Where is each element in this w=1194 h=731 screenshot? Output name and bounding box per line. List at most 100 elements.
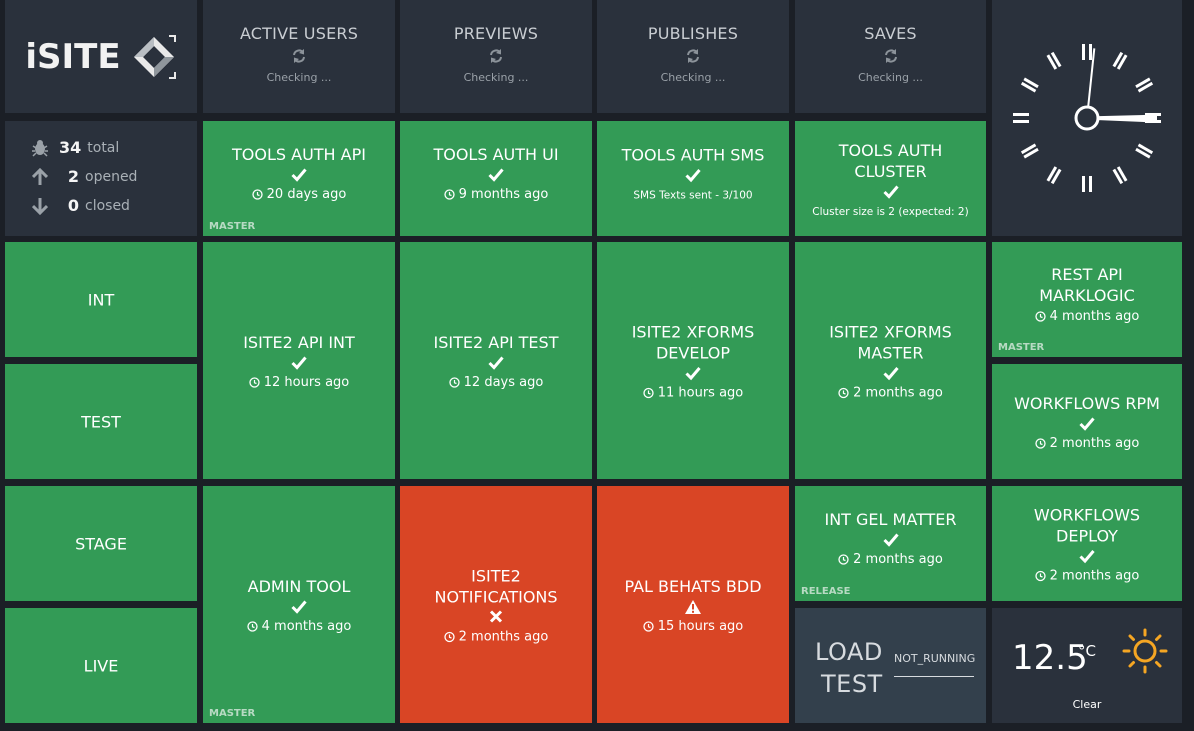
tile-title: REST API MARKLOGIC bbox=[1039, 264, 1135, 305]
stat-status: Checking ... bbox=[463, 71, 529, 84]
issues-opened-count: 2 bbox=[67, 167, 79, 186]
branch-label: MASTER bbox=[209, 708, 256, 719]
tile-isite2-api-int[interactable]: ISITE2 API INT 12 hours ago bbox=[203, 242, 395, 479]
clock-small-icon bbox=[1035, 437, 1046, 449]
branch-label: RELEASE bbox=[801, 586, 851, 597]
issues-closed-count: 0 bbox=[67, 196, 79, 215]
tile-isite2-xforms-develop[interactable]: ISITE2 XFORMS DEVELOP 11 hours ago bbox=[597, 242, 789, 479]
isite-diamond-logo-icon bbox=[133, 34, 176, 79]
tile-isite2-api-test[interactable]: ISITE2 API TEST 12 days ago bbox=[400, 242, 592, 479]
clock-tick bbox=[1020, 81, 1037, 93]
tile-title: ISITE2 XFORMS DEVELOP bbox=[631, 322, 755, 362]
stat-status: Checking ... bbox=[660, 71, 726, 84]
tile-title: ISITE2 NOTIFICATIONS bbox=[434, 566, 558, 606]
clock-tick bbox=[1050, 168, 1062, 185]
tile-tools-auth-api[interactable]: TOOLS AUTH API 20 days ago MASTER bbox=[203, 121, 395, 236]
divider bbox=[894, 676, 974, 677]
clock-center bbox=[1074, 105, 1100, 131]
weather-description: Clear bbox=[1072, 698, 1102, 711]
env-label: TEST bbox=[81, 412, 121, 431]
tile-isite2-notifications[interactable]: ISITE2 NOTIFICATIONS 2 months ago bbox=[400, 486, 592, 723]
stat-publishes: PUBLISHES Checking ... bbox=[597, 0, 789, 113]
clock-tick bbox=[1137, 81, 1154, 93]
stat-title: ACTIVE USERS bbox=[239, 24, 359, 43]
clock-tick bbox=[1046, 54, 1058, 70]
tile-tools-auth-sms[interactable]: TOOLS AUTH SMS SMS Texts sent - 3/100 bbox=[597, 121, 789, 236]
load-test-tile[interactable]: LOAD TEST NOT_RUNNING bbox=[795, 608, 986, 723]
load-test-title: LOAD TEST bbox=[815, 636, 883, 700]
stat-previews: PREVIEWS Checking ... bbox=[400, 0, 592, 113]
check-icon bbox=[882, 366, 899, 380]
tile-workflows-deploy[interactable]: WORKFLOWS DEPLOY 2 months ago bbox=[992, 486, 1182, 601]
tile-title: ISITE2 XFORMS MASTER bbox=[829, 322, 952, 362]
clock-tick bbox=[1116, 166, 1128, 182]
branch-label: MASTER bbox=[998, 342, 1045, 353]
issues-opened-row: 2 opened bbox=[29, 167, 137, 186]
clock-minute-hand bbox=[1087, 48, 1096, 107]
check-icon bbox=[685, 168, 701, 182]
tile-time: 4 months ago bbox=[1049, 308, 1140, 324]
env-live[interactable]: LIVE bbox=[5, 608, 197, 723]
bug-icon bbox=[32, 139, 48, 157]
clock-small-icon bbox=[252, 188, 263, 200]
tile-tools-auth-cluster[interactable]: TOOLS AUTH CLUSTER Cluster size is 2 (ex… bbox=[795, 121, 986, 236]
arrow-up-icon bbox=[32, 167, 48, 185]
issues-total-count: 34 bbox=[59, 138, 82, 157]
env-label: INT bbox=[87, 290, 115, 309]
clock-tick bbox=[1135, 77, 1151, 89]
clock-small-icon bbox=[838, 387, 849, 398]
tile-rest-api-marklogic[interactable]: REST API MARKLOGIC 4 months ago MASTER bbox=[992, 242, 1182, 357]
clock-small-icon bbox=[444, 631, 455, 642]
tile-title: INT GEL MATTER bbox=[824, 509, 957, 529]
check-icon bbox=[1079, 417, 1095, 431]
tile-extra: Cluster size is 2 (expected: 2) bbox=[812, 205, 969, 218]
tile-time: 2 months ago bbox=[853, 385, 943, 400]
tile-tools-auth-ui[interactable]: TOOLS AUTH UI 9 months ago bbox=[400, 121, 592, 236]
env-label: LIVE bbox=[83, 656, 119, 675]
clock-small-icon bbox=[247, 620, 258, 632]
tile-title: WORKFLOWS RPM bbox=[1014, 393, 1160, 413]
tile-admin-tool[interactable]: ADMIN TOOL 4 months ago MASTER bbox=[203, 486, 395, 723]
weather-temp: 12.5 bbox=[1012, 638, 1088, 678]
logo-text: iSITE bbox=[25, 36, 121, 77]
tile-title: ISITE2 API TEST bbox=[433, 332, 559, 352]
tile-extra: SMS Texts sent - 3/100 bbox=[633, 189, 753, 201]
env-int[interactable]: INT bbox=[5, 242, 197, 357]
tile-title: PAL BEHATS BDD bbox=[624, 576, 762, 596]
tile-time: 20 days ago bbox=[266, 186, 347, 202]
env-test[interactable]: TEST bbox=[5, 364, 197, 479]
clock-small-icon bbox=[449, 376, 460, 388]
tile-time: 2 months ago bbox=[1049, 568, 1140, 583]
cross-icon bbox=[489, 609, 503, 623]
tile-time: 4 months ago bbox=[261, 618, 352, 634]
tile-workflows-rpm[interactable]: WORKFLOWS RPM 2 months ago bbox=[992, 364, 1182, 479]
clock-tick bbox=[1050, 51, 1062, 68]
clock-tick bbox=[1023, 77, 1039, 89]
tile-isite2-xforms-master[interactable]: ISITE2 XFORMS MASTER 2 months ago bbox=[795, 242, 986, 479]
clock-small-icon bbox=[1035, 570, 1046, 581]
clock-small-icon bbox=[1035, 310, 1046, 322]
tile-time: 2 months ago bbox=[1049, 435, 1140, 451]
clock-small-icon bbox=[249, 376, 260, 388]
clock-small-icon bbox=[643, 620, 654, 632]
stat-title: SAVES bbox=[864, 24, 917, 43]
env-label: STAGE bbox=[75, 534, 127, 553]
check-icon bbox=[488, 168, 504, 182]
tile-pal-behats-bdd[interactable]: PAL BEHATS BDD 15 hours ago bbox=[597, 486, 789, 723]
tile-time: 11 hours ago bbox=[657, 385, 744, 400]
tile-int-gel-matter[interactable]: INT GEL MATTER 2 months ago RELEASE bbox=[795, 486, 986, 601]
tile-title: WORKFLOWS DEPLOY bbox=[1033, 505, 1141, 545]
clock-tile bbox=[992, 0, 1182, 236]
env-stage[interactable]: STAGE bbox=[5, 486, 197, 601]
check-icon bbox=[291, 356, 307, 370]
tile-title: TOOLS AUTH API bbox=[232, 144, 366, 164]
clock-tick bbox=[1023, 147, 1039, 159]
clock-small-icon bbox=[838, 553, 849, 565]
clock-hour-hand bbox=[1098, 114, 1158, 123]
tile-time: 12 days ago bbox=[463, 374, 544, 390]
tile-time: 9 months ago bbox=[458, 186, 549, 202]
clock-tick bbox=[1135, 147, 1151, 159]
stat-title: PUBLISHES bbox=[647, 24, 739, 43]
clock-tick bbox=[1020, 143, 1037, 155]
load-test-line2: TEST bbox=[821, 670, 883, 698]
